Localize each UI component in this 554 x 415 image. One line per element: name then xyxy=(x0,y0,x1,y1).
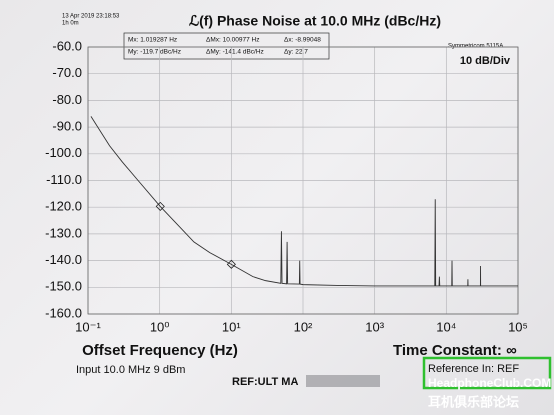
x-tick-label: 10⁵ xyxy=(508,319,528,334)
x-tick-label: 10⁻¹ xyxy=(75,319,101,334)
x-tick-label: 10⁰ xyxy=(150,319,170,334)
time-constant: Time Constant: ∞ xyxy=(393,342,517,359)
highlight-box xyxy=(422,356,552,390)
marker-readout: Δx: -8.99048 xyxy=(284,37,321,44)
marker xyxy=(226,259,236,269)
ref-note: REF:ULT MA xyxy=(232,376,298,388)
marker-readout: Δy: 22.7 xyxy=(284,49,308,56)
reference-in: Reference In: REF xyxy=(428,363,519,375)
y-tick-label: -70.0 xyxy=(52,65,82,80)
y-tick-label: -90.0 xyxy=(52,119,82,134)
x-tick-label: 10² xyxy=(294,319,313,334)
marker xyxy=(155,201,165,211)
instrument: Symmetricom 5115A xyxy=(448,44,503,50)
marker-box xyxy=(123,32,330,60)
x-axis-label: Offset Frequency (Hz) xyxy=(82,342,238,359)
input-note: Input 10.0 MHz 9 dBm xyxy=(76,364,185,376)
y-tick-label: -150.0 xyxy=(45,279,82,294)
y-tick-label: -130.0 xyxy=(45,225,82,240)
y-tick-label: -80.0 xyxy=(52,92,82,107)
timestamp: 13 Apr 2019 23:18:53 xyxy=(62,14,120,20)
x-tick-label: 10³ xyxy=(365,319,384,334)
duration: 1h 0m xyxy=(62,21,79,27)
marker-readout: ΔMy: -141.4 dBc/Hz xyxy=(206,49,264,56)
plot-frame xyxy=(87,46,519,315)
watermark: HeadphoneClub.COM xyxy=(428,376,551,390)
marker-readout: Mx: 1.019287 Hz xyxy=(128,37,177,44)
watermark-cn: 耳机俱乐部论坛 xyxy=(428,394,519,409)
x-tick-label: 10⁴ xyxy=(436,319,456,334)
scale-note: 10 dB/Div xyxy=(460,55,511,67)
y-tick-label: -60.0 xyxy=(52,38,82,53)
chart-title: ℒ(f) Phase Noise at 10.0 MHz (dBc/Hz) xyxy=(189,13,441,29)
x-tick-label: 10¹ xyxy=(222,319,241,334)
y-tick-label: -110.0 xyxy=(46,172,82,187)
marker-readout: My: -119.7 dBc/Hz xyxy=(128,49,181,56)
y-tick-label: -120.0 xyxy=(45,199,82,214)
trace xyxy=(90,116,518,287)
y-tick-label: -160.0 xyxy=(45,305,82,320)
y-tick-label: -140.0 xyxy=(45,252,82,267)
redaction xyxy=(306,375,380,387)
marker-readout: ΔMx: 10.00977 Hz xyxy=(206,37,259,44)
y-tick-label: -100.0 xyxy=(45,145,82,160)
